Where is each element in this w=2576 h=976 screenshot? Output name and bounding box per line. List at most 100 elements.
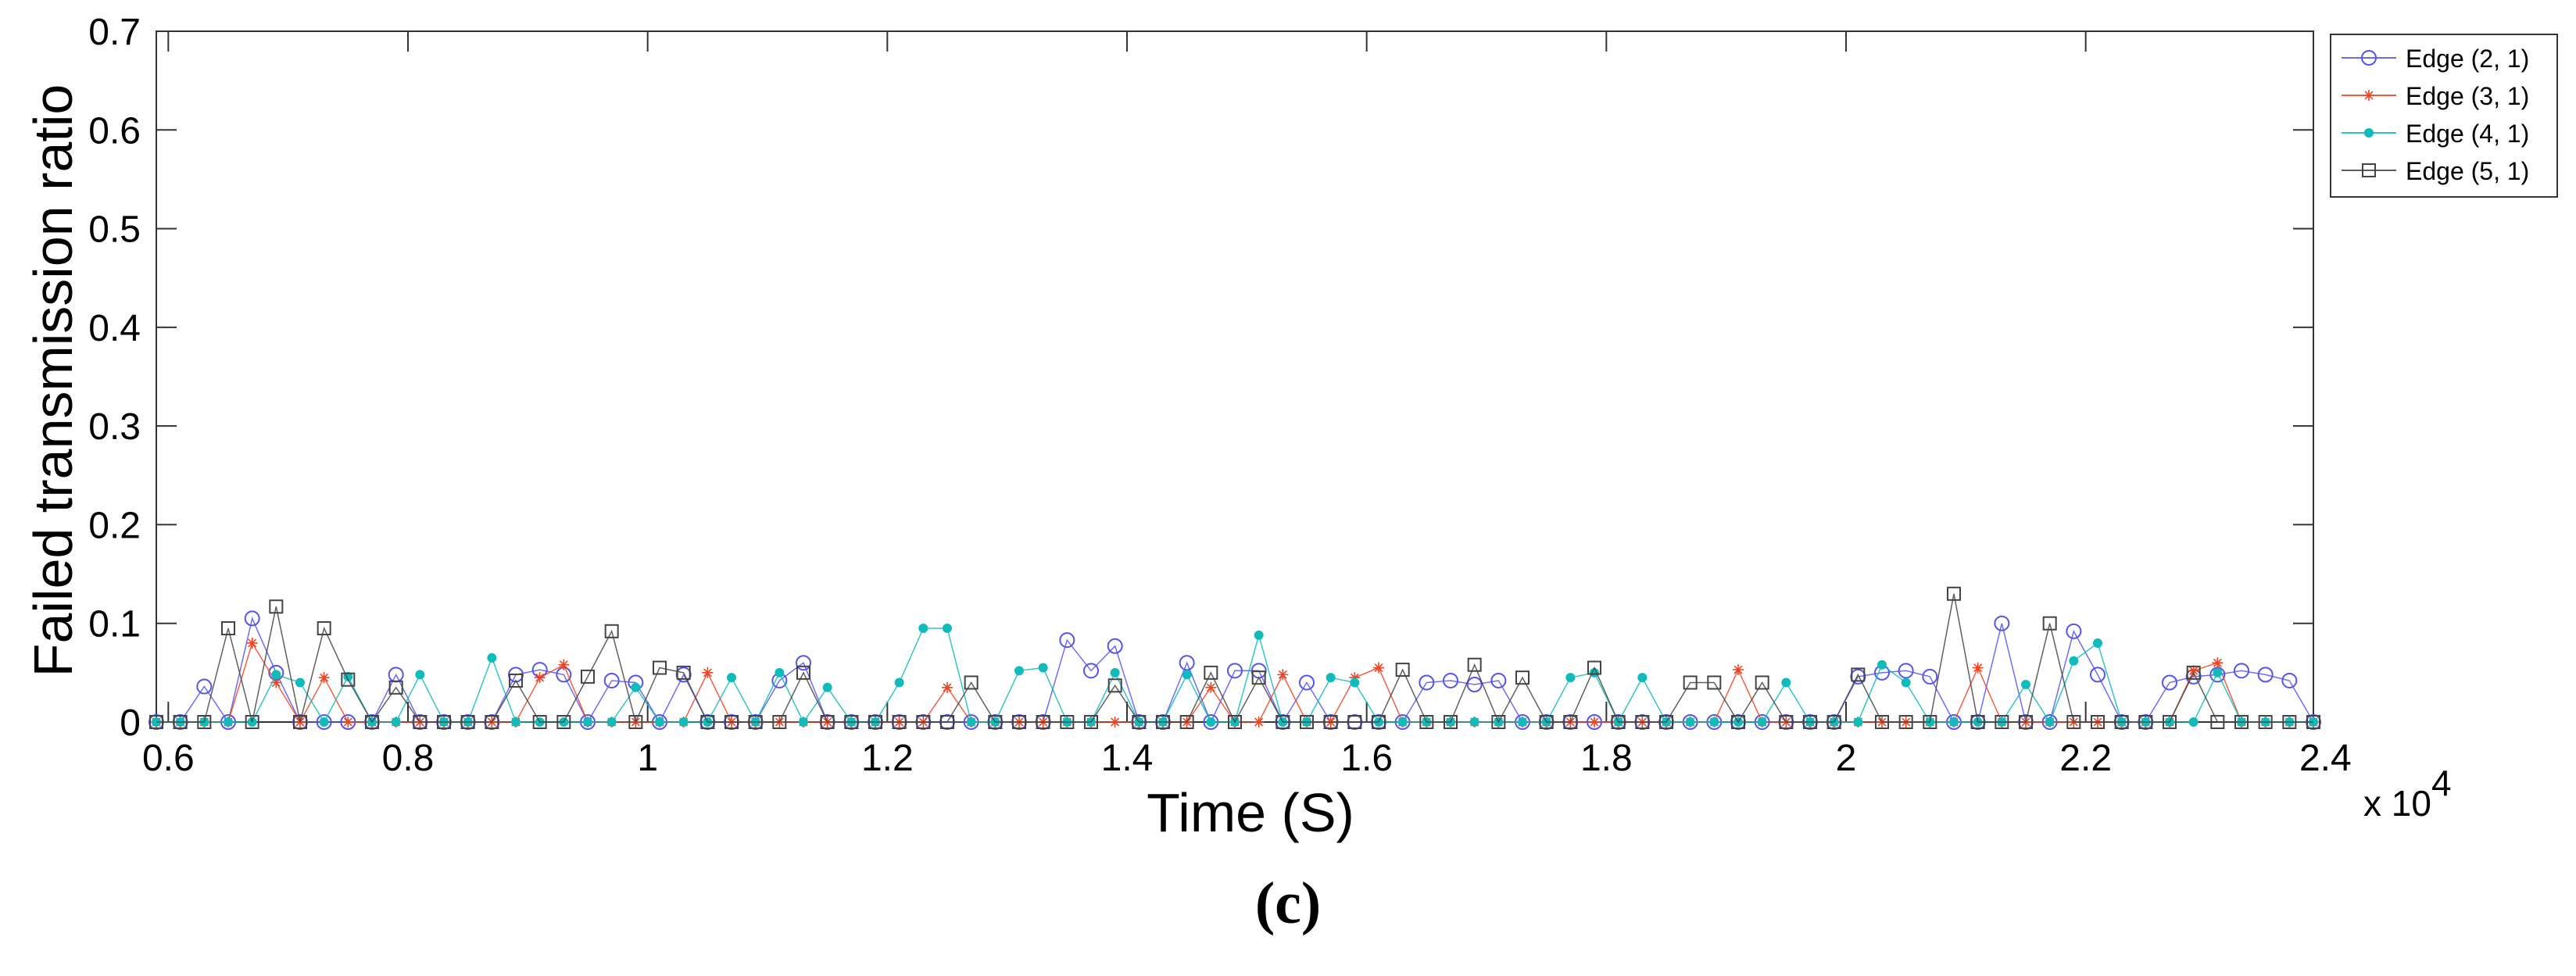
- legend-item: Edge (3, 1): [2342, 82, 2529, 110]
- data-point: [1300, 715, 1314, 729]
- data-point: [1563, 715, 1578, 729]
- x-tick-label: 1.6: [1340, 738, 1393, 779]
- data-point: [1949, 717, 1959, 727]
- legend-marker: [2362, 163, 2376, 177]
- data-point: [1587, 660, 1601, 675]
- data-point: [2281, 672, 2298, 688]
- data-point: [1372, 715, 1386, 729]
- data-point: [2045, 717, 2055, 727]
- data-point: [1132, 715, 1147, 729]
- data-point: [2114, 715, 2129, 729]
- data-point: [1683, 675, 1698, 690]
- y-tick-label: 0.6: [88, 110, 141, 152]
- data-point: [1012, 715, 1026, 729]
- data-point: [796, 655, 811, 671]
- data-point: [2066, 715, 2081, 729]
- data-point: [678, 717, 689, 727]
- data-point: [1251, 670, 1266, 685]
- data-point: [1350, 677, 1360, 688]
- data-point: [415, 670, 425, 680]
- x-tick-label: 1.2: [861, 738, 914, 779]
- data-point: [1277, 669, 1289, 681]
- data-point: [1323, 715, 1338, 729]
- data-point: [1156, 715, 1170, 729]
- data-point: [727, 673, 736, 683]
- data-point: [1179, 715, 1194, 729]
- data-point: [1995, 715, 2009, 729]
- data-point: [2162, 674, 2177, 691]
- data-point: [1419, 674, 1435, 691]
- data-point: [244, 610, 260, 627]
- series-3: [152, 624, 2318, 727]
- data-point: [942, 681, 953, 693]
- data-point: [1084, 715, 1098, 729]
- data-point: [1014, 666, 1024, 676]
- series-group: [148, 586, 2321, 730]
- data-point: [1637, 673, 1648, 683]
- y-axis-title: Failed transmission ratio: [23, 84, 84, 677]
- data-point: [1107, 678, 1122, 693]
- x-axis-multiplier-base: x 10: [2363, 783, 2431, 824]
- data-point: [1659, 715, 1673, 729]
- data-point: [1444, 715, 1458, 729]
- data-point: [1036, 715, 1050, 729]
- data-point: [1466, 677, 1483, 693]
- data-point: [1206, 717, 1216, 727]
- data-point: [1922, 668, 1938, 685]
- data-point: [1994, 615, 2010, 631]
- data-point: [868, 715, 882, 729]
- data-point: [1467, 657, 1482, 672]
- data-point: [796, 665, 810, 680]
- data-point: [1253, 717, 1265, 728]
- x-tick-label: 0.6: [142, 738, 195, 779]
- data-point: [1059, 632, 1075, 649]
- data-point: [631, 682, 641, 692]
- data-point: [1970, 715, 1985, 729]
- data-point: [197, 715, 212, 729]
- data-point: [1709, 717, 1719, 727]
- data-point: [556, 715, 571, 729]
- data-point: [916, 715, 931, 729]
- data-point: [1397, 717, 1408, 727]
- data-point: [628, 715, 643, 729]
- data-point: [1110, 667, 1120, 677]
- data-point: [487, 652, 497, 663]
- data-point: [271, 670, 281, 680]
- data-point: [1565, 673, 1576, 683]
- data-point: [295, 677, 305, 688]
- data-point: [532, 715, 547, 729]
- data-point: [293, 715, 307, 729]
- data-point: [1875, 715, 1889, 729]
- data-point: [724, 715, 739, 729]
- data-point: [1901, 677, 1911, 688]
- data-point: [1707, 675, 1722, 690]
- data-point: [2210, 715, 2225, 729]
- data-point: [319, 717, 329, 727]
- data-point: [173, 715, 188, 729]
- data-point: [1635, 715, 1650, 729]
- data-point: [1779, 715, 1794, 729]
- data-point: [2066, 623, 2082, 639]
- tick-labels: 0.6 0.8 1 1.2 1.4 1.6 1.8 2 2.2 2.4 0 0.1 0.2 0.3 0.4 0…: [88, 12, 2351, 779]
- legend-item: Edge (2, 1): [2342, 45, 2529, 73]
- legend-label: Edge (3, 1): [2406, 82, 2529, 110]
- data-point: [606, 717, 617, 727]
- data-point: [1490, 672, 1507, 688]
- data-point: [318, 672, 330, 684]
- data-point: [1515, 670, 1530, 685]
- data-point: [966, 717, 976, 727]
- data-point: [534, 672, 546, 684]
- data-point: [2021, 680, 2030, 690]
- data-point: [2186, 665, 2201, 680]
- data-point: [1109, 717, 1121, 728]
- y-tick-label: 0: [120, 703, 141, 744]
- data-point: [918, 624, 928, 634]
- data-point: [1179, 655, 1195, 671]
- y-tick-label: 0.2: [88, 505, 141, 546]
- data-point: [1443, 672, 1458, 688]
- data-point: [2234, 663, 2249, 679]
- data-point: [485, 715, 499, 729]
- x-tick-label: 2: [1836, 738, 1857, 779]
